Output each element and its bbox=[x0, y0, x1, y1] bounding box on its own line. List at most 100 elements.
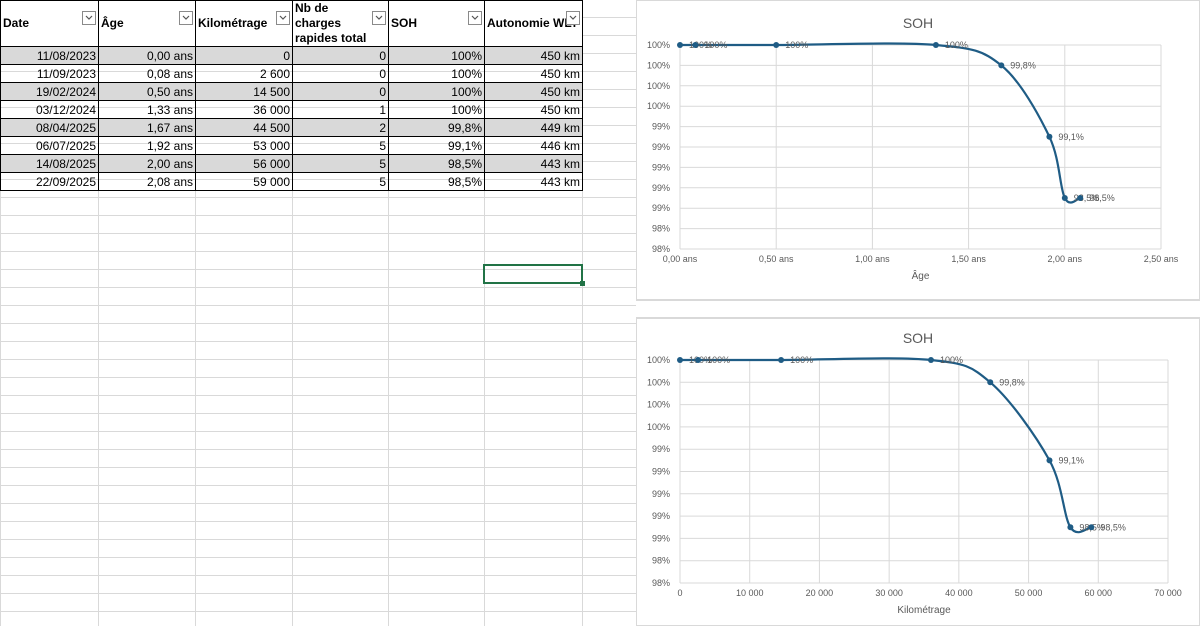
cell-age[interactable]: 2,08 ans bbox=[98, 172, 196, 191]
y-tick-label: 100% bbox=[647, 355, 670, 365]
header-label: SOH bbox=[391, 16, 418, 30]
cell-date[interactable]: 11/08/2023 bbox=[0, 46, 99, 65]
x-tick-label: 0 bbox=[677, 588, 682, 598]
cell-fast-charges[interactable]: 5 bbox=[292, 154, 389, 173]
data-point bbox=[1077, 195, 1084, 201]
data-point bbox=[773, 42, 780, 48]
dropdown-arrow-icon[interactable] bbox=[566, 11, 580, 25]
cell-kilometrage[interactable]: 44 500 bbox=[195, 118, 293, 137]
cell-date[interactable]: 22/09/2025 bbox=[0, 172, 99, 191]
data-table: Date Âge Kilométrage Nb de charges rapides … bbox=[0, 0, 583, 191]
data-point bbox=[1088, 524, 1095, 531]
chart-soh-vs-age[interactable]: SOH 98% 98% 99% 99% 99% 99% 99% 100% 100% 100% 100%… bbox=[636, 0, 1200, 300]
cell-age[interactable]: 0,50 ans bbox=[98, 82, 196, 101]
cell-autonomie[interactable]: 450 km bbox=[484, 64, 583, 83]
cell-soh[interactable]: 100% bbox=[388, 100, 485, 119]
x-tick-label: 1,50 ans bbox=[951, 254, 986, 264]
cell-kilometrage[interactable]: 56 000 bbox=[195, 154, 293, 173]
cell-soh[interactable]: 100% bbox=[388, 46, 485, 65]
cell-kilometrage[interactable]: 14 500 bbox=[195, 82, 293, 101]
data-point bbox=[778, 357, 785, 363]
cell-autonomie[interactable]: 450 km bbox=[484, 100, 583, 119]
x-tick-label: 2,50 ans bbox=[1144, 254, 1179, 264]
selected-cell[interactable] bbox=[483, 264, 585, 286]
y-tick-label: 99% bbox=[652, 142, 670, 152]
header-kilometrage[interactable]: Kilométrage bbox=[195, 0, 293, 47]
data-label: 100% bbox=[785, 40, 808, 50]
cell-fast-charges[interactable]: 5 bbox=[292, 172, 389, 191]
cell-age[interactable]: 0,08 ans bbox=[98, 64, 196, 83]
cell-kilometrage[interactable]: 59 000 bbox=[195, 172, 293, 191]
data-label: 99,1% bbox=[1058, 132, 1084, 142]
cell-soh[interactable]: 100% bbox=[388, 82, 485, 101]
cell-age[interactable]: 1,33 ans bbox=[98, 100, 196, 119]
cell-date[interactable]: 14/08/2025 bbox=[0, 154, 99, 173]
x-tick-label: 70 000 bbox=[1154, 588, 1182, 598]
header-age[interactable]: Âge bbox=[98, 0, 196, 47]
y-tick-label: 100% bbox=[647, 60, 670, 70]
header-soh[interactable]: SOH bbox=[388, 0, 485, 47]
table-header-row: Date Âge Kilométrage Nb de charges rapides … bbox=[0, 0, 583, 47]
cell-kilometrage[interactable]: 53 000 bbox=[195, 136, 293, 155]
cell-date[interactable]: 11/09/2023 bbox=[0, 64, 99, 83]
cell-autonomie[interactable]: 450 km bbox=[484, 82, 583, 101]
cell-soh[interactable]: 99,1% bbox=[388, 136, 485, 155]
header-fast-charges[interactable]: Nb de charges rapides total bbox=[292, 0, 389, 47]
cell-autonomie[interactable]: 450 km bbox=[484, 46, 583, 65]
dropdown-arrow-icon[interactable] bbox=[468, 11, 482, 25]
cell-fast-charges[interactable]: 2 bbox=[292, 118, 389, 137]
cell-autonomie[interactable]: 443 km bbox=[484, 172, 583, 191]
cell-date[interactable]: 08/04/2025 bbox=[0, 118, 99, 137]
table-row: 19/02/2024 0,50 ans 14 500 0 100% 450 km bbox=[0, 82, 583, 101]
cell-fast-charges[interactable]: 0 bbox=[292, 64, 389, 83]
dropdown-arrow-icon[interactable] bbox=[276, 11, 290, 25]
series-line bbox=[680, 42, 1081, 204]
x-tick-label: 10 000 bbox=[736, 588, 764, 598]
y-tick-label: 100% bbox=[647, 40, 670, 50]
cell-fast-charges[interactable]: 5 bbox=[292, 136, 389, 155]
cell-fast-charges[interactable]: 0 bbox=[292, 82, 389, 101]
data-point bbox=[1046, 457, 1053, 464]
fill-handle[interactable] bbox=[580, 281, 585, 286]
cell-kilometrage[interactable]: 2 600 bbox=[195, 64, 293, 83]
chart-title: SOH bbox=[903, 15, 933, 31]
data-label: 98,5% bbox=[1100, 522, 1126, 532]
cell-age[interactable]: 2,00 ans bbox=[98, 154, 196, 173]
cell-autonomie[interactable]: 446 km bbox=[484, 136, 583, 155]
cell-age[interactable]: 0,00 ans bbox=[98, 46, 196, 65]
y-tick-label: 98% bbox=[652, 224, 670, 234]
cell-autonomie[interactable]: 449 km bbox=[484, 118, 583, 137]
data-point bbox=[998, 62, 1005, 69]
header-autonomie[interactable]: Autonomie WLT bbox=[484, 0, 583, 47]
x-tick-label: 0,50 ans bbox=[759, 254, 794, 264]
x-tick-label: 40 000 bbox=[945, 588, 973, 598]
dropdown-arrow-icon[interactable] bbox=[82, 11, 96, 25]
cell-date[interactable]: 03/12/2024 bbox=[0, 100, 99, 119]
table-row: 22/09/2025 2,08 ans 59 000 5 98,5% 443 km bbox=[0, 172, 583, 191]
cell-date[interactable]: 06/07/2025 bbox=[0, 136, 99, 155]
cell-kilometrage[interactable]: 36 000 bbox=[195, 100, 293, 119]
header-date[interactable]: Date bbox=[0, 0, 99, 47]
cell-kilometrage[interactable]: 0 bbox=[195, 46, 293, 65]
cell-fast-charges[interactable]: 0 bbox=[292, 46, 389, 65]
chart-soh-vs-age-svg: SOH98%98%99%99%99%99%99%100%100%100%100%… bbox=[647, 15, 1179, 282]
x-axis-title: Âge bbox=[912, 269, 930, 282]
y-tick-label: 100% bbox=[647, 400, 670, 410]
dropdown-arrow-icon[interactable] bbox=[179, 11, 193, 25]
y-tick-label: 98% bbox=[652, 556, 670, 566]
chart-soh-vs-kilometrage[interactable]: SOH 98% 98% 99% 99% 99% 99% 99% 100% 100% 100% 100%… bbox=[636, 318, 1200, 626]
cell-soh[interactable]: 98,5% bbox=[388, 154, 485, 173]
cell-fast-charges[interactable]: 1 bbox=[292, 100, 389, 119]
cell-age[interactable]: 1,92 ans bbox=[98, 136, 196, 155]
dropdown-arrow-icon[interactable] bbox=[372, 11, 386, 25]
data-label: 99,1% bbox=[1058, 455, 1084, 465]
cell-date[interactable]: 19/02/2024 bbox=[0, 82, 99, 101]
cell-autonomie[interactable]: 443 km bbox=[484, 154, 583, 173]
data-label: 99,8% bbox=[1010, 60, 1036, 70]
y-tick-label: 99% bbox=[652, 183, 670, 193]
cell-age[interactable]: 1,67 ans bbox=[98, 118, 196, 137]
data-label: 100% bbox=[707, 355, 730, 365]
cell-soh[interactable]: 98,5% bbox=[388, 172, 485, 191]
cell-soh[interactable]: 99,8% bbox=[388, 118, 485, 137]
cell-soh[interactable]: 100% bbox=[388, 64, 485, 83]
